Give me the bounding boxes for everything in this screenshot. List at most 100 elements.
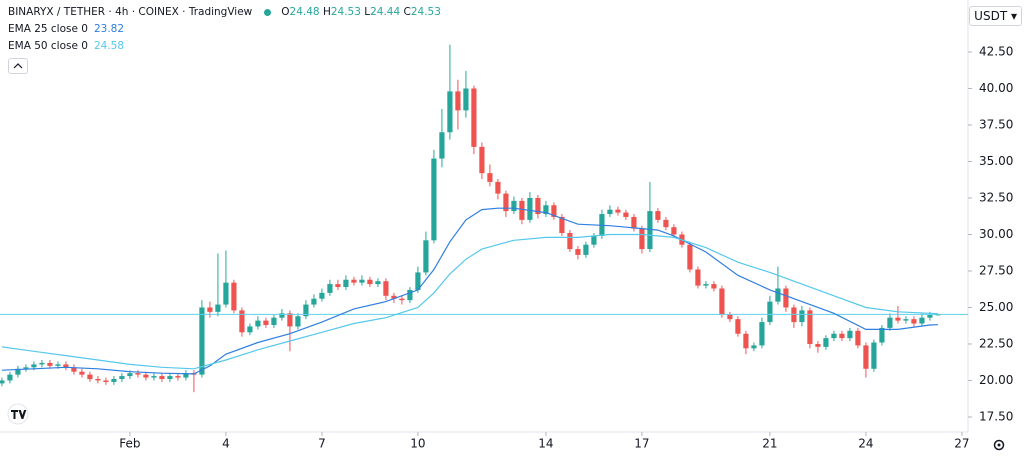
ohlc-value: 24.53	[330, 6, 361, 18]
y-tick-label: 42.50	[979, 44, 1013, 58]
ohlc-prefix: O	[281, 6, 290, 18]
indicator-value: 23.82	[93, 23, 125, 35]
candle-body	[391, 295, 397, 299]
y-tick-label: 35.00	[979, 154, 1013, 168]
candle-body	[655, 211, 661, 220]
ohlc-value: 24.48	[289, 6, 320, 18]
indicator-row[interactable]: EMA 25 close 0 23.82	[8, 21, 441, 38]
collapse-button[interactable]	[8, 58, 28, 74]
candle-body	[575, 249, 581, 255]
candle-body	[463, 88, 469, 111]
tv-logo	[7, 403, 29, 425]
candle-body	[375, 281, 381, 285]
candle-body	[111, 379, 117, 382]
y-tick-label: 25.00	[979, 300, 1013, 314]
candle-body	[151, 376, 157, 378]
candle-body	[671, 227, 677, 235]
legend: BINARYX / TETHER · 4h · COINEX · Trading…	[8, 4, 441, 75]
candle-body	[631, 216, 637, 229]
candle-body	[87, 374, 93, 380]
candle-body	[319, 292, 325, 299]
candle-body	[263, 320, 269, 325]
candle-body	[855, 330, 861, 346]
candle-body	[159, 376, 165, 380]
currency-button[interactable]: USDT ▾	[969, 6, 1022, 26]
candle-body	[439, 132, 445, 159]
candle-body	[295, 316, 301, 327]
candle-body	[863, 345, 869, 369]
candle-body	[167, 376, 173, 380]
candle-body	[815, 343, 821, 347]
candle-body	[407, 289, 413, 301]
candle-body	[231, 282, 237, 311]
ohlc-value: 24.53	[410, 6, 441, 18]
y-tick-label: 22.50	[979, 336, 1013, 350]
candle-body	[215, 304, 221, 312]
indicator-value: 24.58	[93, 40, 125, 52]
candle-body	[911, 319, 917, 324]
ohlc-value: 24.44	[370, 6, 401, 18]
candle-body	[807, 310, 813, 344]
status-dot	[264, 9, 272, 16]
candle-body	[751, 345, 757, 349]
candle-body	[711, 284, 717, 289]
candle-body	[639, 228, 645, 250]
candle-body	[423, 240, 429, 273]
candle-body	[487, 173, 493, 182]
candle-body	[831, 333, 837, 339]
candle-body	[127, 373, 133, 377]
x-tick-label: Feb	[119, 437, 140, 451]
candle-body	[255, 320, 261, 327]
candle-body	[271, 317, 277, 325]
y-tick-label: 40.00	[979, 81, 1013, 95]
candle-body	[311, 298, 317, 305]
x-tick-label: 27	[954, 437, 969, 451]
candle-body	[727, 314, 733, 320]
candle-body	[759, 322, 765, 346]
candle-body	[135, 373, 141, 375]
settings-icon[interactable]	[993, 439, 1005, 451]
candle-body	[23, 367, 29, 369]
candle-body	[799, 310, 805, 323]
x-tick-label: 21	[762, 437, 777, 451]
candle-body	[895, 317, 901, 321]
candle-body	[287, 313, 293, 327]
candle-body	[823, 338, 829, 347]
candle-body	[63, 364, 69, 368]
candle-body	[143, 374, 149, 378]
candle-body	[567, 233, 573, 250]
chevron-icon	[13, 63, 23, 69]
candle-body	[95, 379, 101, 381]
candle-body	[735, 319, 741, 334]
candle-body	[503, 193, 509, 212]
candle-body	[0, 380, 5, 384]
candle-body	[247, 326, 253, 333]
candle-body	[519, 200, 525, 220]
candle-body	[551, 205, 557, 217]
candle-body	[527, 197, 533, 220]
ohlc-prefix: H	[322, 6, 331, 18]
x-tick-label: 10	[410, 437, 425, 451]
ohlc-prefix: L	[364, 6, 371, 18]
candle-body	[615, 209, 621, 213]
candle-body	[383, 281, 389, 296]
candle-body	[39, 362, 45, 365]
candle-body	[687, 244, 693, 270]
currency-label: USDT	[974, 9, 1008, 23]
candle-body	[367, 279, 373, 285]
candle-body	[607, 209, 613, 215]
candle-body	[239, 310, 245, 333]
y-tick-label: 30.00	[979, 227, 1013, 241]
candle-body	[327, 284, 333, 293]
indicator-row[interactable]: EMA 50 close 0 24.58	[8, 38, 441, 55]
candle-body	[479, 146, 485, 174]
x-tick-label: 24	[858, 437, 873, 451]
candle-body	[775, 288, 781, 302]
candle-body	[359, 279, 365, 283]
candle-body	[399, 298, 405, 301]
candle-body	[447, 91, 453, 133]
candle-body	[743, 333, 749, 349]
candle-body	[7, 374, 13, 381]
x-tick-label: 17	[634, 437, 649, 451]
